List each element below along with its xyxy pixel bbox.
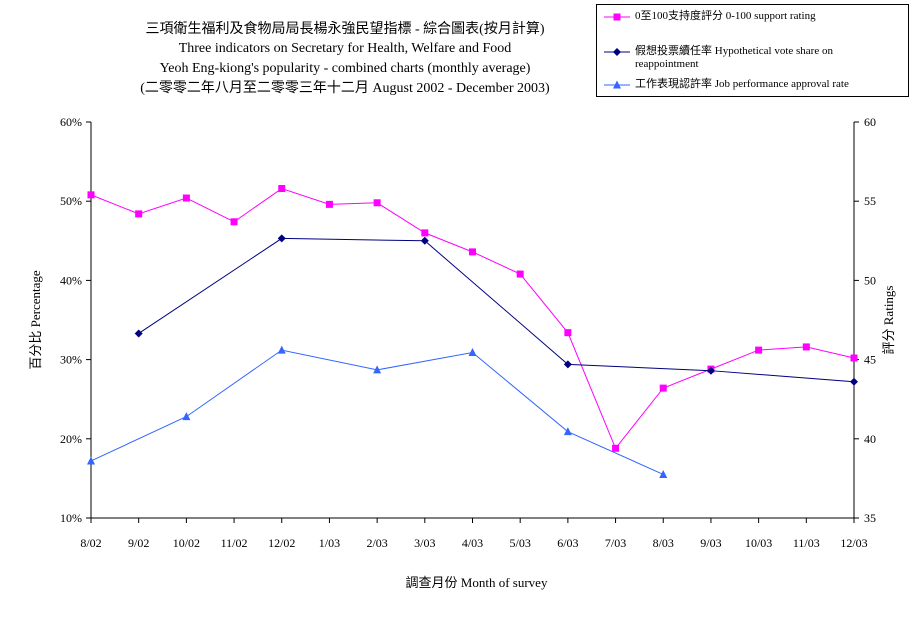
x-tick-label: 11/03 [793, 536, 820, 550]
title-line-4: (二零零二年八月至二零零三年十二月 August 2002 - December… [140, 81, 550, 96]
series-markers [87, 185, 858, 478]
x-tick-label: 12/02 [268, 536, 295, 550]
axes [86, 121, 859, 523]
title-line-3: Yeoh Eng-kiong's popularity - combined c… [159, 61, 531, 76]
title-line-1: 三項衛生福利及食物局局長楊永強民望指標 - 綜合圖表(按月計算) [145, 22, 545, 37]
x-tick-label: 1/03 [319, 536, 340, 550]
y-right-tick-label: 55 [864, 194, 876, 208]
tick-labels: 10% 20% 30% 40% 50% 60% 35 40 45 50 55 60 8/02 9/02 10… [60, 115, 876, 550]
legend: 0至100支持度評分 0-100 support rating 假想投票續任率 … [596, 4, 909, 97]
data-point-support [469, 248, 476, 256]
title-line-2: Three indicators on Secretary for Health… [178, 41, 512, 56]
x-tick-label: 4/03 [462, 536, 483, 550]
data-point-vote [563, 360, 572, 369]
data-point-support [421, 229, 429, 237]
data-point-support [325, 200, 333, 208]
legend-label-approval: 工作表現認許率 Job performance approval rate [635, 78, 849, 90]
data-point-vote [277, 234, 286, 243]
x-tick-label: 3/03 [414, 536, 435, 550]
x-tick-label: 7/03 [605, 536, 626, 550]
data-point-support [612, 444, 620, 452]
y-axis-right-label: 評分 Ratings [881, 286, 896, 355]
y-right-tick-label: 35 [864, 511, 876, 525]
y-left-tick-label: 10% [60, 511, 82, 525]
x-tick-label: 8/02 [80, 536, 101, 550]
x-tick-label: 6/03 [557, 536, 578, 550]
data-point-support [755, 346, 763, 354]
y-right-tick-label: 50 [864, 273, 876, 287]
data-point-support [802, 343, 810, 351]
legend-item-vote: 假想投票續任率 Hypothetical vote share on reapp… [597, 45, 909, 70]
data-point-support [87, 191, 95, 199]
x-tick-label: 8/03 [653, 536, 674, 550]
legend-swatch-support [604, 13, 630, 21]
legend-label-vote: 假想投票續任率 Hypothetical vote share on reapp… [635, 45, 833, 70]
data-point-approval [373, 365, 382, 374]
legend-swatch-marker [613, 13, 621, 21]
y-left-tick-label: 20% [60, 432, 82, 446]
legend-item-approval: 工作表現認許率 Job performance approval rate [597, 78, 909, 98]
data-point-vote [706, 366, 715, 375]
series-line-vote [138, 237, 855, 383]
y-left-tick-label: 50% [60, 194, 82, 208]
legend-label-support: 0至100支持度評分 0-100 support rating [635, 10, 816, 22]
x-tick-label: 2/03 [366, 536, 387, 550]
y-left-tick-label: 30% [60, 353, 82, 367]
data-point-support [373, 199, 381, 207]
data-point-support [516, 270, 524, 278]
legend-swatch-marker [613, 80, 621, 89]
data-point-vote [134, 329, 143, 338]
series-line-support [90, 187, 855, 450]
data-point-approval [87, 456, 95, 465]
x-tick-label: 11/02 [221, 536, 248, 550]
data-point-approval [277, 345, 286, 354]
data-point-approval [563, 427, 572, 436]
y-right-tick-label: 45 [864, 353, 876, 367]
data-point-support [564, 329, 572, 337]
x-tick-label: 10/03 [745, 536, 772, 550]
y-left-tick-label: 40% [60, 273, 82, 287]
x-tick-label: 5/03 [510, 536, 531, 550]
x-tick-label: 9/03 [700, 536, 721, 550]
data-point-support [230, 218, 238, 226]
data-point-support [182, 194, 190, 202]
x-tick-label: 9/02 [128, 536, 149, 550]
x-tick-label: 10/02 [173, 536, 200, 550]
data-point-support [135, 210, 143, 218]
x-axis-label: 調查月份 Month of survey [406, 575, 548, 590]
y-axis-left-label: 百分比 Percentage [28, 270, 43, 370]
data-point-approval [468, 347, 477, 356]
x-tick-label: 12/03 [840, 536, 867, 550]
data-point-support [659, 384, 667, 392]
data-point-approval [659, 469, 668, 478]
data-point-approval [182, 412, 191, 421]
series-lines [90, 187, 855, 475]
y-right-tick-label: 60 [864, 115, 876, 129]
legend-swatch-approval [604, 80, 630, 89]
y-left-tick-label: 60% [60, 115, 82, 129]
legend-swatch-vote [604, 48, 630, 56]
data-point-vote [420, 236, 429, 245]
data-point-support [278, 185, 286, 193]
legend-item-support: 0至100支持度評分 0-100 support rating [597, 10, 909, 30]
data-point-vote [850, 377, 858, 386]
y-right-tick-label: 40 [864, 432, 876, 446]
legend-swatch-marker [613, 48, 621, 56]
data-point-support [850, 354, 858, 362]
